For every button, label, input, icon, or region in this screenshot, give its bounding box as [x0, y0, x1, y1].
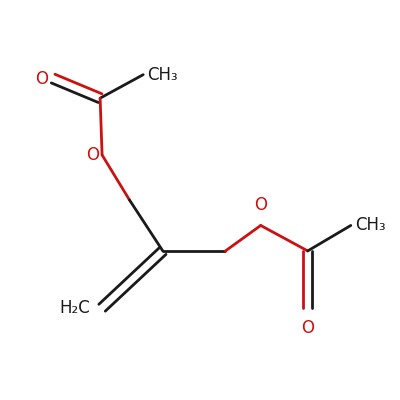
Text: O: O — [301, 320, 314, 338]
Text: O: O — [35, 70, 48, 88]
Text: CH₃: CH₃ — [147, 66, 178, 84]
Text: H₂C: H₂C — [60, 299, 90, 317]
Text: O: O — [254, 196, 267, 214]
Text: O: O — [86, 146, 99, 164]
Text: CH₃: CH₃ — [355, 216, 385, 234]
